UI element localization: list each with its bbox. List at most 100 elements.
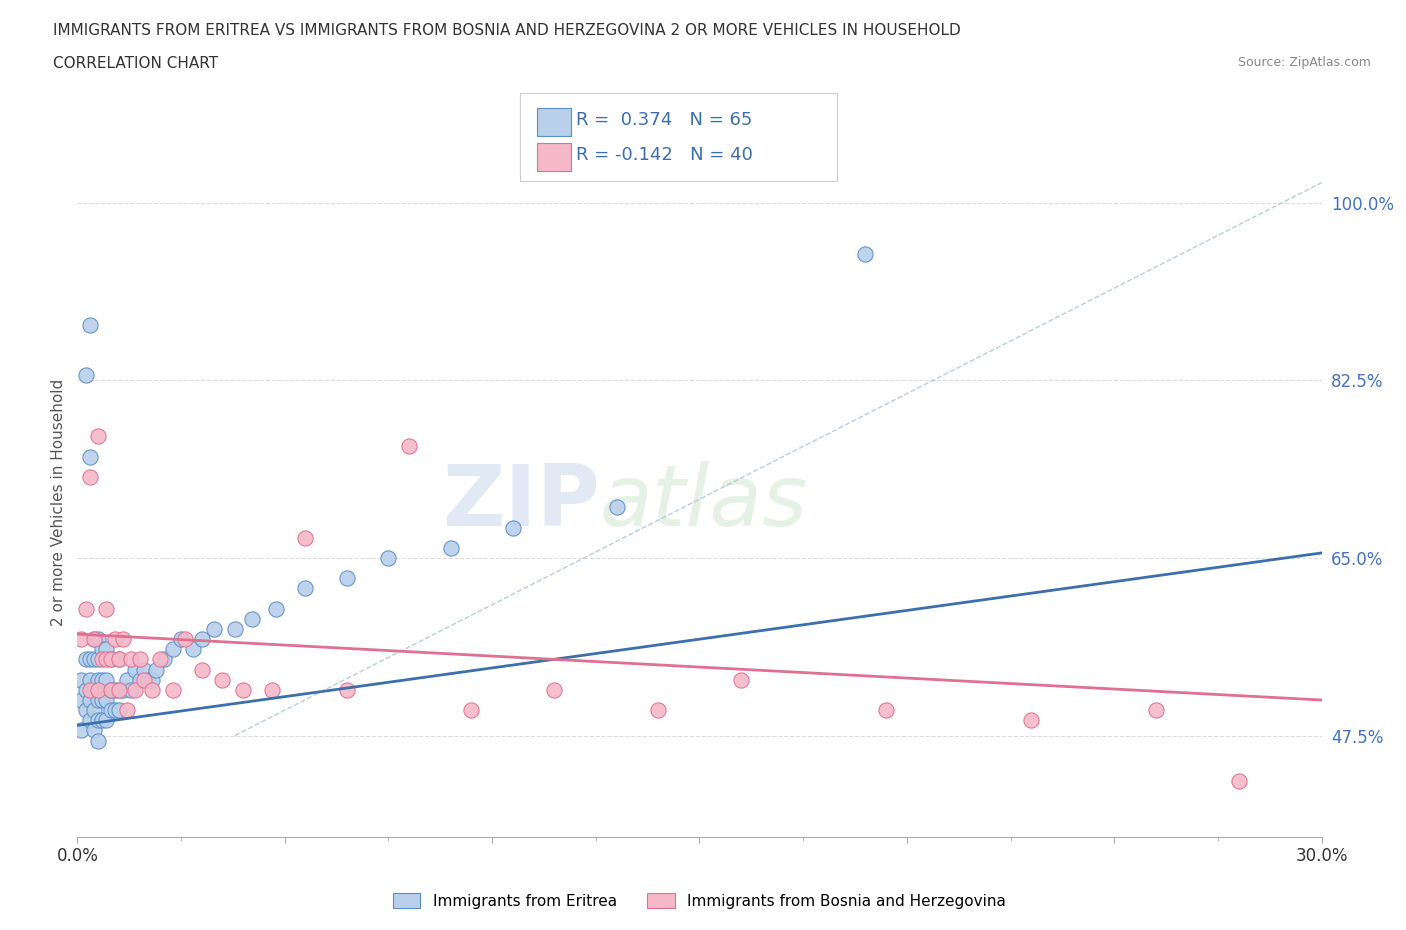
Point — [75, 703, 97, 718]
Point — [336, 571, 359, 586]
Point — [83, 631, 105, 646]
Point — [149, 652, 172, 667]
Point — [79, 693, 101, 708]
Point — [141, 672, 163, 687]
Point — [83, 703, 105, 718]
Text: IMMIGRANTS FROM ERITREA VS IMMIGRANTS FROM BOSNIA AND HERZEGOVINA 2 OR MORE VEHI: IMMIGRANTS FROM ERITREA VS IMMIGRANTS FR… — [53, 23, 962, 38]
Point — [1021, 713, 1043, 728]
Point — [108, 683, 131, 698]
Point — [128, 652, 150, 667]
Point — [132, 662, 155, 677]
Text: R = -0.142   N = 40: R = -0.142 N = 40 — [576, 146, 754, 164]
Point — [75, 602, 97, 617]
Point — [79, 317, 101, 332]
Point — [75, 368, 97, 383]
Point — [1227, 774, 1250, 789]
Point — [202, 621, 225, 636]
Point — [79, 713, 101, 728]
Point — [124, 662, 146, 677]
Point — [83, 652, 105, 667]
Point — [79, 652, 101, 667]
Point — [502, 520, 524, 535]
Text: Source: ZipAtlas.com: Source: ZipAtlas.com — [1237, 56, 1371, 69]
Point — [115, 703, 138, 718]
Point — [440, 540, 463, 555]
Point — [96, 672, 118, 687]
Point — [70, 631, 93, 646]
Point — [96, 693, 118, 708]
Point — [108, 652, 131, 667]
Point — [87, 693, 110, 708]
Point — [108, 683, 131, 698]
Point — [377, 551, 399, 565]
Point — [75, 652, 97, 667]
Point — [96, 642, 118, 657]
Point — [232, 683, 254, 698]
Point — [224, 621, 246, 636]
Point — [70, 723, 93, 737]
Point — [111, 631, 134, 646]
Point — [543, 683, 565, 698]
Point — [162, 683, 184, 698]
Point — [83, 683, 105, 698]
Point — [100, 703, 122, 718]
Point — [108, 703, 131, 718]
Point — [91, 672, 114, 687]
Point — [104, 703, 127, 718]
Point — [294, 530, 316, 545]
Text: atlas: atlas — [600, 460, 808, 544]
Point — [730, 672, 752, 687]
Point — [87, 652, 110, 667]
Point — [75, 683, 97, 698]
Point — [875, 703, 897, 718]
Point — [266, 602, 288, 617]
Point — [79, 470, 101, 485]
Point — [108, 652, 131, 667]
Point — [141, 683, 163, 698]
Point — [100, 683, 122, 698]
Point — [100, 683, 122, 698]
Point — [336, 683, 359, 698]
Point — [191, 631, 214, 646]
Point — [183, 642, 205, 657]
Point — [87, 683, 110, 698]
Point — [91, 713, 114, 728]
Point — [91, 642, 114, 657]
Text: R =  0.374   N = 65: R = 0.374 N = 65 — [576, 111, 752, 128]
Point — [174, 631, 197, 646]
Point — [647, 703, 669, 718]
Point — [87, 672, 110, 687]
Point — [136, 672, 159, 687]
Point — [87, 631, 110, 646]
Point — [96, 713, 118, 728]
Point — [170, 631, 193, 646]
Y-axis label: 2 or more Vehicles in Household: 2 or more Vehicles in Household — [51, 379, 66, 626]
Point — [87, 733, 110, 748]
Point — [111, 683, 134, 698]
Point — [104, 683, 127, 698]
Point — [87, 713, 110, 728]
Point — [606, 499, 628, 514]
Point — [91, 693, 114, 708]
Point — [83, 631, 105, 646]
Point — [132, 672, 155, 687]
Point — [294, 581, 316, 596]
Point — [96, 652, 118, 667]
Point — [211, 672, 233, 687]
Point — [1144, 703, 1167, 718]
Point — [120, 652, 142, 667]
Point — [91, 652, 114, 667]
Point — [262, 683, 284, 698]
Point — [162, 642, 184, 657]
Point — [79, 672, 101, 687]
Point — [70, 693, 93, 708]
Point — [83, 723, 105, 737]
Point — [855, 246, 877, 261]
Point — [145, 662, 167, 677]
Point — [128, 672, 150, 687]
Legend: Immigrants from Eritrea, Immigrants from Bosnia and Herzegovina: Immigrants from Eritrea, Immigrants from… — [385, 885, 1014, 916]
Point — [96, 602, 118, 617]
Point — [398, 439, 420, 454]
Text: ZIP: ZIP — [443, 460, 600, 544]
Point — [115, 672, 138, 687]
